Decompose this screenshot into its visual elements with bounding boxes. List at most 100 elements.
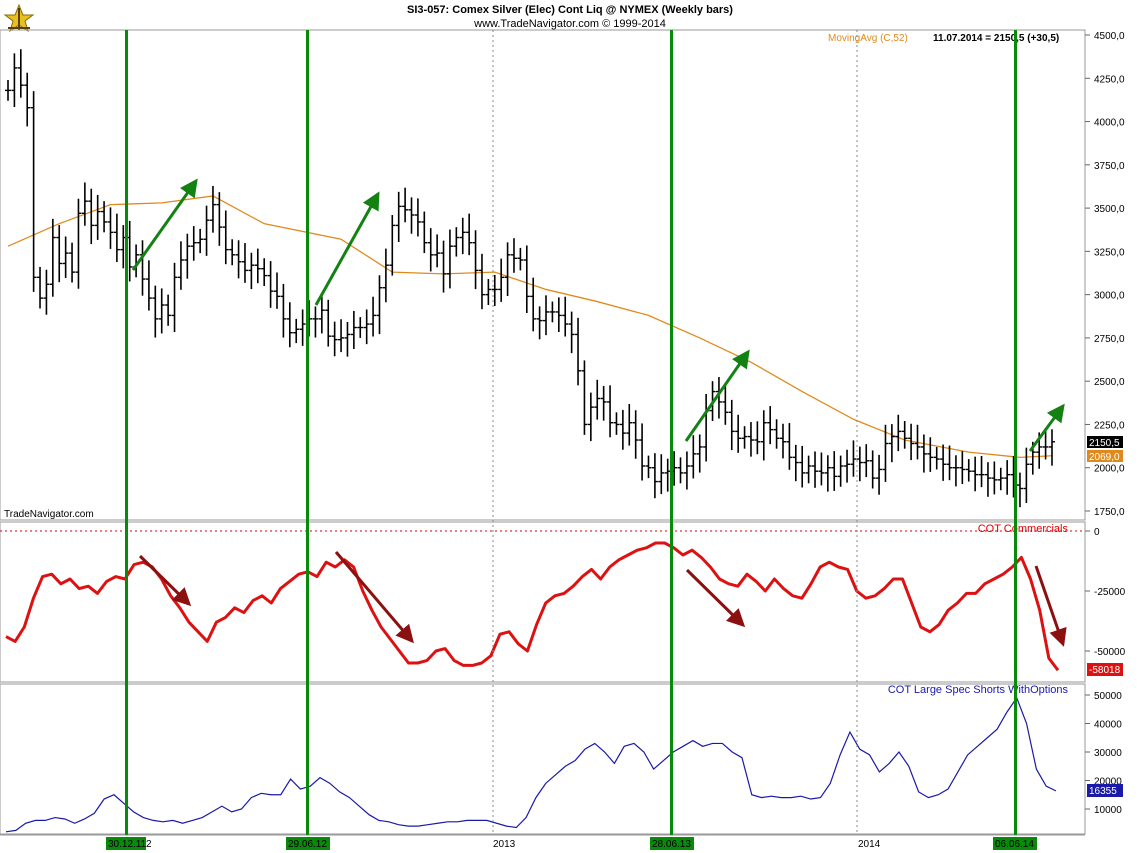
price-bar	[664, 458, 671, 492]
price-bar	[626, 404, 633, 446]
price-bar	[1016, 472, 1023, 508]
price-legend-value: 11.07.2014 = 2150,5 (+30,5)	[933, 33, 1059, 44]
price-bar	[824, 455, 831, 492]
price-bar	[722, 383, 729, 425]
price-bar	[683, 451, 690, 490]
down-arrow-3	[685, 568, 746, 628]
y-tick-label: 2250,0	[1094, 420, 1125, 431]
price-bar	[645, 455, 652, 479]
y-tick-label: 20000	[1094, 777, 1122, 788]
price-bar	[81, 182, 88, 226]
price-bar	[844, 449, 851, 483]
price-bar	[274, 272, 281, 309]
price-bar	[959, 451, 966, 484]
price-bar	[972, 456, 979, 492]
chart-title: SI3-057: Comex Silver (Elec) Cont Liq @ …	[407, 4, 733, 16]
price-bar	[421, 211, 428, 254]
price-bar	[760, 410, 767, 461]
price-bar	[107, 207, 114, 249]
marker-line-28-06-13	[670, 30, 673, 835]
trend-arrows	[131, 178, 1067, 647]
chart-subtitle: www.TradeNavigator.com © 1999-2014	[473, 18, 666, 30]
price-bar	[254, 248, 261, 284]
price-bar	[940, 444, 947, 481]
price-bar	[677, 457, 684, 484]
price-bar	[17, 49, 24, 98]
price-bar	[453, 227, 460, 257]
price-bar	[914, 424, 921, 460]
x-axis: 30.12.11 2 29.06.12 2013 28.06.13 2014 0…	[0, 834, 1085, 850]
price-bar	[94, 194, 101, 240]
y-tick-label: 3250,0	[1094, 247, 1125, 258]
price-bar	[363, 309, 370, 345]
price-bar	[139, 240, 146, 296]
ma-value-badge: 2069,0	[1087, 450, 1123, 463]
cot-commercials-badge: -58018	[1087, 663, 1123, 676]
price-bar	[587, 392, 594, 442]
y-tick-label: 2500,0	[1094, 377, 1125, 388]
price-bar	[920, 434, 927, 473]
cot-commercials-line	[5, 541, 1060, 672]
price-bar	[703, 393, 710, 462]
price-bar	[56, 225, 63, 283]
price-bar	[338, 319, 345, 353]
price-bar	[229, 239, 236, 266]
price-bar	[549, 301, 556, 323]
price-bar	[619, 409, 626, 450]
price-bar	[293, 318, 300, 344]
x-label-29-06-12: 29.06.12	[286, 837, 330, 850]
up-arrow-3	[684, 349, 750, 442]
down-arrow-4	[1034, 565, 1067, 647]
price-bar	[395, 191, 402, 243]
y-tick-label: 4250,0	[1094, 74, 1125, 85]
price-bar	[530, 277, 537, 332]
price-bar	[632, 410, 639, 459]
price-bar	[908, 423, 915, 461]
price-bar	[690, 435, 697, 479]
price-bar	[248, 252, 255, 290]
x-tick-label: 2	[146, 839, 152, 850]
price-bar	[466, 213, 473, 256]
price-bar	[850, 440, 857, 477]
price-bar	[658, 454, 665, 495]
x-tick-label: 06.06.14	[995, 839, 1034, 850]
price-bar	[984, 462, 991, 497]
price-bar	[978, 455, 985, 488]
x-tick-label: 2013	[493, 839, 516, 850]
price-panel: 4500,0 4250,0 4000,0 3750,0 3500,0 3250,0 3000…	[0, 29, 1125, 521]
price-bar	[216, 192, 223, 246]
watermark: TradeNavigator.com	[4, 509, 94, 520]
y-tick-label: 30000	[1094, 748, 1122, 759]
price-bar	[235, 240, 242, 279]
up-arrow-1	[131, 178, 198, 271]
ma-legend: MovingAvg (C,52)	[828, 33, 908, 44]
price-bar	[177, 241, 184, 290]
price-bar	[350, 310, 357, 349]
price-bar	[735, 414, 742, 453]
price-bar	[203, 205, 210, 256]
price-bar	[370, 296, 377, 337]
price-bar	[261, 258, 268, 286]
price-bar	[562, 296, 569, 337]
x-tick-label: 29.06.12	[288, 839, 327, 850]
price-bar	[427, 228, 434, 272]
marker-line-30-12-11	[125, 30, 128, 835]
price-bar	[882, 424, 889, 482]
y-tick-label: 1750,0	[1094, 507, 1125, 518]
price-bar	[876, 454, 883, 495]
price-bar	[165, 294, 172, 326]
price-bar	[382, 248, 389, 303]
down-arrow-2	[334, 551, 414, 644]
price-bar	[145, 260, 152, 311]
price-bar	[831, 451, 838, 491]
price-bar	[5, 80, 11, 101]
cot-large-spec-panel: 50000 40000 30000 20000 10000 COT Large Spec…	[0, 683, 1123, 835]
price-bar	[331, 321, 338, 357]
price-bar	[459, 217, 466, 255]
price-bar	[837, 455, 844, 487]
x-label-30-12-11: 30.12.11	[106, 837, 147, 850]
price-bar	[952, 455, 959, 487]
price-bar	[414, 198, 421, 237]
price-bar	[498, 258, 505, 302]
price-bar	[786, 423, 793, 470]
